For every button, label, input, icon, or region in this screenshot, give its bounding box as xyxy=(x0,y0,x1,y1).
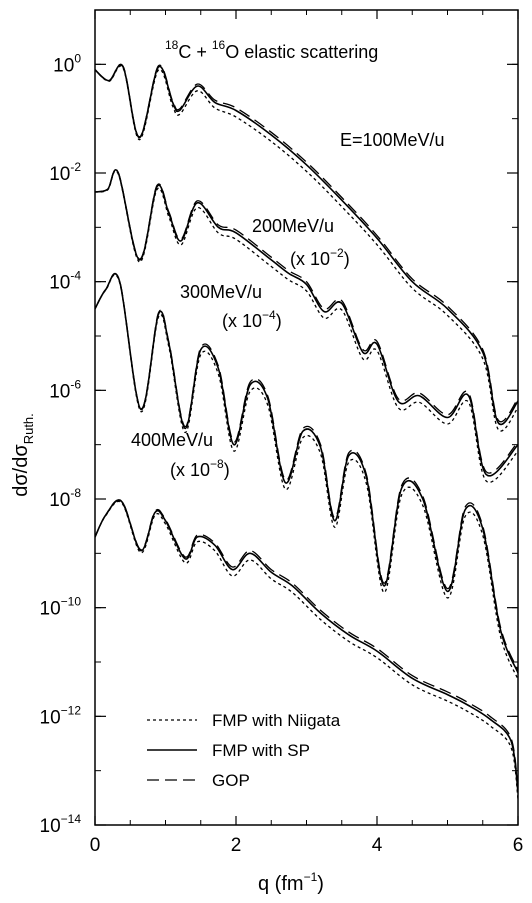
legend-label-niigata: FMP with Niigata xyxy=(212,711,341,730)
plot-frame xyxy=(94,9,519,826)
series-3-niigata-line xyxy=(95,274,518,680)
x-axis-title: q (fm−1) xyxy=(258,870,324,895)
scale-300mev: (x 10−4) xyxy=(222,308,282,331)
label-300mev: 300MeV/u xyxy=(180,282,262,302)
x-tick-label: 4 xyxy=(372,835,383,856)
series-3-sp-line xyxy=(95,273,518,674)
label-400mev: 400MeV/u xyxy=(131,430,213,450)
x-tick-label: 6 xyxy=(513,835,524,856)
series-1-niigata-line xyxy=(95,65,518,432)
legend: FMP with Niigata FMP with SP GOP xyxy=(147,711,341,790)
scale-400mev: (x 10−8) xyxy=(170,457,230,480)
series-4-gop-line xyxy=(95,499,518,790)
chart-title: 18C + 16O elastic scattering xyxy=(165,38,378,62)
y-tick-label: 10-2 xyxy=(49,160,81,185)
legend-label-sp: FMP with SP xyxy=(212,741,310,760)
axis-ticks: 0 2 4 6 100 10-2 10-4 10-6 10-8 10−10 10−12 10−14 xyxy=(40,9,524,856)
y-tick-label: 10−10 xyxy=(40,595,82,620)
x-tick-label: 2 xyxy=(231,835,242,856)
y-tick-label: 10-8 xyxy=(49,486,81,511)
y-tick-label: 10−14 xyxy=(40,812,82,837)
y-tick-label: 10-4 xyxy=(49,269,81,294)
series-3-gop-line xyxy=(95,272,518,671)
series-1-gop-line xyxy=(95,63,518,423)
label-100mev: E=100MeV/u xyxy=(340,130,445,150)
y-tick-label: 10-6 xyxy=(49,377,81,402)
y-tick-label: 10−12 xyxy=(40,703,82,728)
series-group xyxy=(95,63,518,799)
label-200mev: 200MeV/u xyxy=(252,216,334,236)
scale-200mev: (x 10−2) xyxy=(290,246,350,269)
y-axis-title: dσ/dσRuth. xyxy=(10,413,36,497)
series-1-sp-line xyxy=(95,64,518,426)
legend-label-gop: GOP xyxy=(212,771,250,790)
y-tick-label: 100 xyxy=(53,51,81,76)
x-tick-label: 0 xyxy=(90,835,101,856)
series-2-niigata-line xyxy=(95,170,518,483)
